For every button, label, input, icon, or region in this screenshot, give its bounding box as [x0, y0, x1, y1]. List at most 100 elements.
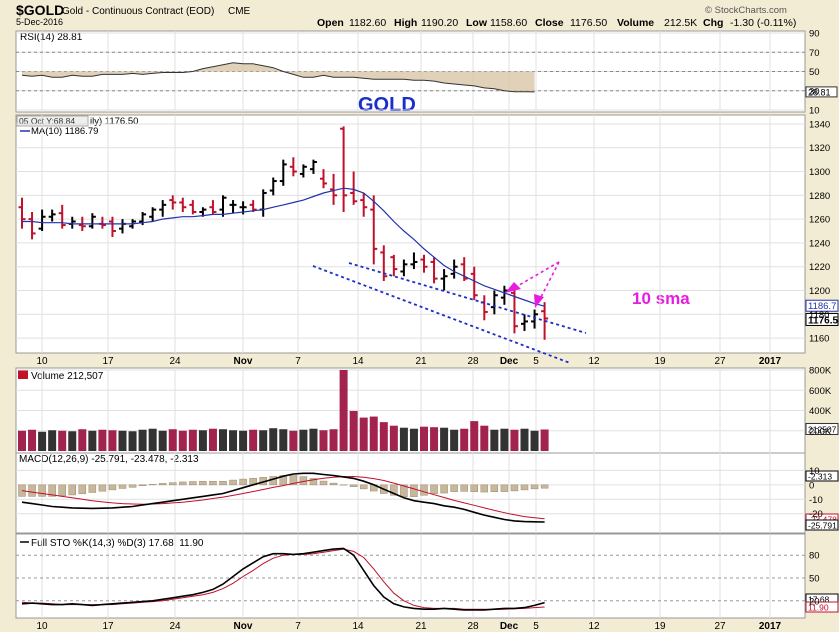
volume-bar [309, 428, 318, 451]
volume-bar [299, 429, 308, 451]
ohlc-summary: Open 1182.60 High 1190.20 Low 1158.60 Cl… [317, 17, 796, 29]
x-tick-label: 17 [102, 356, 114, 367]
macd-histogram-bar [48, 484, 56, 497]
y-tick-label: 1240 [809, 238, 830, 249]
macd-histogram-bar [319, 480, 328, 486]
y-tick-label: 1220 [809, 262, 830, 273]
date-label: 5-Dec-2016 [16, 17, 63, 27]
high-value: 1190.20 [421, 17, 458, 29]
x-tick-label: 14 [352, 356, 364, 367]
macd-histogram-bar [520, 484, 529, 491]
x-tick-label: 7 [295, 356, 301, 367]
y-tick-label: 10 [809, 466, 820, 477]
macd-histogram-bar [118, 484, 127, 489]
volume-bar [198, 430, 207, 451]
macd-histogram-bar [289, 475, 298, 486]
macd-histogram-bar [329, 482, 338, 486]
low-value: 1158.60 [490, 17, 527, 29]
macd-value-label: -2.313 [808, 472, 832, 482]
x-tick-label: Dec [500, 356, 519, 367]
volume-bar [279, 429, 288, 451]
macd-histogram-bar [209, 480, 217, 486]
macd-value-label: -25.791 [808, 521, 837, 531]
volume-bar [239, 430, 248, 451]
volume-bar [249, 429, 258, 451]
macd-histogram-bar [38, 484, 46, 497]
volume-bar [379, 422, 388, 451]
macd-histogram-bar [108, 484, 117, 491]
rsi-last-label: 28.81 [808, 87, 831, 97]
volume-bar [329, 429, 338, 451]
y-tick-label: 10 [809, 106, 820, 117]
x-tick-label: 10 [36, 621, 48, 632]
x-tick-label: 17 [102, 621, 114, 632]
macd-histogram-bar [359, 484, 368, 490]
macd-histogram-bar [460, 484, 468, 492]
rsi-line [21, 62, 535, 93]
volume-value: 212.5K [664, 17, 697, 29]
volume-bar [138, 429, 147, 451]
volume-bar [319, 430, 328, 451]
volume-bar [369, 416, 378, 451]
volume-bar [219, 429, 227, 451]
volume-bar [58, 430, 67, 451]
macd-value-box [805, 519, 839, 531]
macd-histogram-bar [420, 484, 428, 496]
x-tick-label: 12 [588, 621, 600, 632]
gold-title: GOLD [358, 94, 416, 116]
sto-value-box [805, 601, 839, 613]
x-tick-label: 10 [36, 356, 48, 367]
volume-bar [178, 430, 187, 451]
y-tick-label: 1280 [809, 191, 830, 202]
macd-histogram-bar [98, 484, 107, 492]
volume-bar [188, 429, 197, 451]
sma-note: 10 sma [632, 289, 690, 308]
volume-bar [460, 428, 469, 451]
x-tick-label: 24 [169, 356, 181, 367]
x-tick-label: 21 [415, 621, 427, 632]
macd-histogram-bar [410, 484, 418, 497]
instrument-name: Gold - Continuous Contract (EOD) [62, 6, 214, 17]
macd-histogram-bar [219, 480, 227, 486]
ma-title: MA(10) 1186.79 [31, 126, 98, 137]
x-tick-label: 14 [352, 621, 364, 632]
macd-histogram-bar [430, 484, 438, 495]
chg-label: Chg [703, 17, 723, 29]
macd-histogram-bar [68, 484, 76, 496]
low-label: Low [466, 17, 488, 29]
volume-bar [208, 428, 217, 451]
tooltip-box [16, 115, 89, 127]
volume-bar [78, 429, 87, 451]
macd-histogram-bar [530, 484, 539, 490]
macd-histogram-bar [158, 483, 167, 486]
macd-histogram-bar [179, 481, 187, 486]
volume-bar [229, 430, 238, 451]
axis-labels: 10 10 17 17 24 24 Nov Nov 7 7 14 14 21 21 28 28 Dec Dec 5 5… [36, 29, 831, 632]
volume-bar [38, 431, 47, 451]
x-tick-label: 27 [714, 621, 726, 632]
macd-histogram-bar [390, 484, 398, 496]
volume-bar [520, 428, 529, 451]
rsi-fill [22, 62, 535, 92]
x-tick-label: 7 [295, 621, 301, 632]
volume-bar [259, 430, 268, 451]
x-tick-label: 28 [467, 621, 479, 632]
close-value: 1176.50 [570, 17, 607, 29]
volume-series: 212507 [18, 370, 839, 451]
volume-bar [18, 430, 26, 451]
volume-bar [440, 427, 449, 451]
macd-histogram-bar [349, 484, 358, 487]
x-tick-label: Nov [234, 621, 253, 632]
arrow-head [534, 294, 544, 308]
y-tick-label: -10 [809, 495, 823, 506]
x-tick-label: 2017 [759, 621, 782, 632]
macd-histogram-bar [400, 484, 408, 497]
macd-histogram-bar [239, 478, 247, 486]
y-tick-label: 1180 [809, 310, 829, 321]
close-label: Close [535, 17, 564, 29]
rsi-series: 28.81 [21, 62, 838, 98]
y-tick-label: 1200 [809, 286, 830, 297]
y-tick-label: 600K [809, 386, 832, 397]
macd-histogram-bar [189, 481, 197, 486]
